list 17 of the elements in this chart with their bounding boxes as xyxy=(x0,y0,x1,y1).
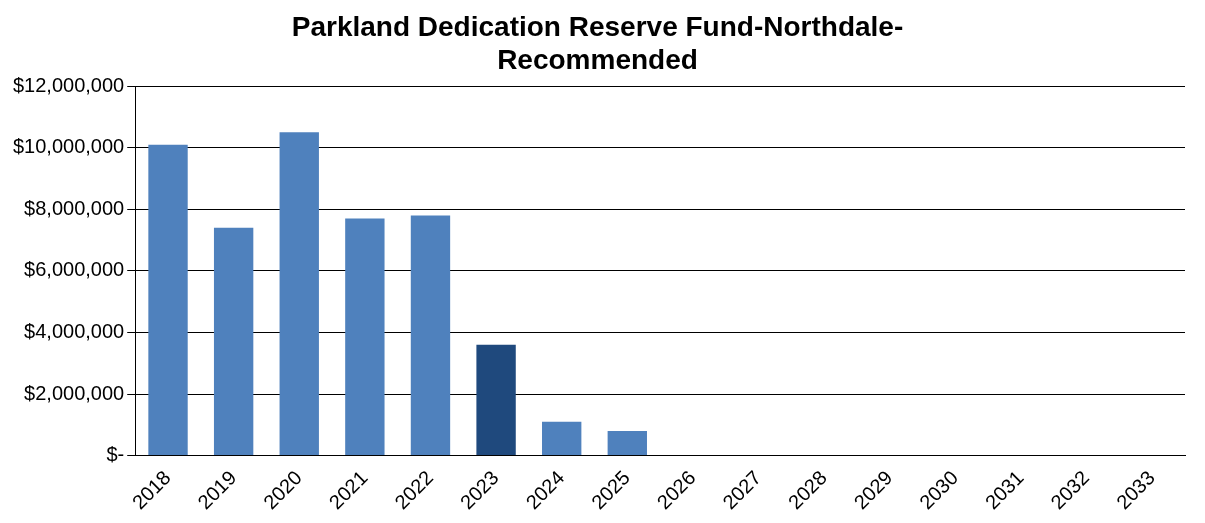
bar xyxy=(148,144,188,456)
bar xyxy=(279,132,319,456)
bar xyxy=(542,421,582,456)
y-tick-label: $4,000,000 xyxy=(24,319,125,342)
bar xyxy=(213,227,254,456)
text: Recommended xyxy=(497,44,698,76)
y-tick-label: $10,000,000 xyxy=(12,135,125,158)
bar xyxy=(476,344,516,456)
bar xyxy=(607,430,647,456)
text: Parkland Dedication Reserve Fund-Northdale- xyxy=(291,10,904,42)
y-tick-label: $6,000,000 xyxy=(24,258,125,281)
y-tick-label: $12,000,000 xyxy=(12,73,125,96)
bar xyxy=(345,218,385,456)
y-tick-label: $- xyxy=(106,443,125,466)
y-tick-label: $8,000,000 xyxy=(24,196,125,219)
y-tick-label: $2,000,000 xyxy=(24,381,125,404)
bar xyxy=(410,215,451,456)
